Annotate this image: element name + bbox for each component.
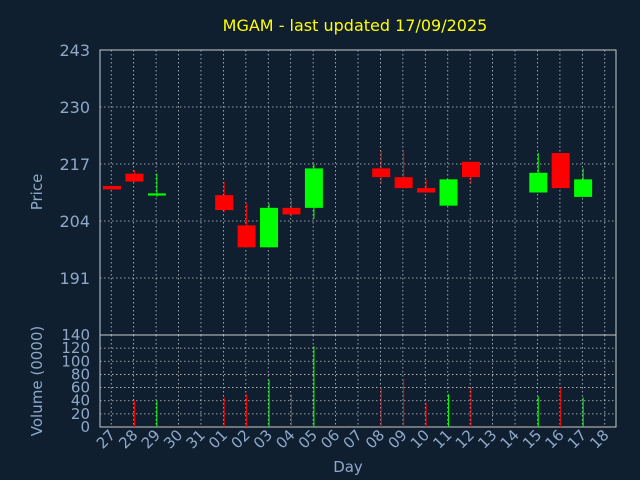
volume-axis-label: Volume (0000)	[28, 326, 46, 436]
candle-body	[551, 153, 570, 189]
candle-body	[439, 179, 458, 206]
candle-body	[417, 188, 436, 193]
volume-tick-label: 100	[61, 352, 90, 370]
candle-body	[125, 173, 144, 182]
price-tick-label: 191	[59, 269, 90, 288]
chart-title: MGAM - last updated 17/09/2025	[223, 16, 488, 35]
volume-tick-label: 20	[71, 405, 90, 423]
price-tick-label: 230	[59, 98, 90, 117]
candle-body	[304, 168, 323, 208]
volume-tick-label: 80	[71, 365, 90, 383]
volume-tick-label: 120	[61, 339, 90, 357]
candle-body	[574, 179, 593, 197]
candle-body	[282, 207, 301, 215]
price-tick-label: 217	[59, 155, 90, 174]
volume-tick-label: 140	[61, 326, 90, 344]
candle-body	[372, 168, 391, 178]
candle-body	[394, 177, 413, 189]
volume-tick-label: 0	[80, 418, 90, 436]
price-panel: 243 230 217 204 191	[59, 41, 617, 336]
volume-tick-label: 60	[71, 379, 90, 397]
price-axis-label: Price	[28, 174, 46, 211]
x-axis-label: Day	[333, 458, 363, 476]
candle-body	[260, 207, 279, 248]
price-tick-label: 204	[59, 212, 90, 231]
candle-body	[215, 195, 234, 211]
volume-tick-label: 40	[71, 392, 90, 410]
candle-body	[237, 225, 256, 248]
price-tick-label: 243	[59, 41, 90, 60]
candle-body	[461, 161, 480, 178]
candle-body	[103, 185, 121, 190]
x-tick-label: 18	[586, 426, 612, 452]
x-tick-labels: 2728293031010203040506070809101112131415…	[93, 426, 613, 452]
candle-body	[529, 172, 548, 193]
candle-body	[147, 193, 166, 196]
